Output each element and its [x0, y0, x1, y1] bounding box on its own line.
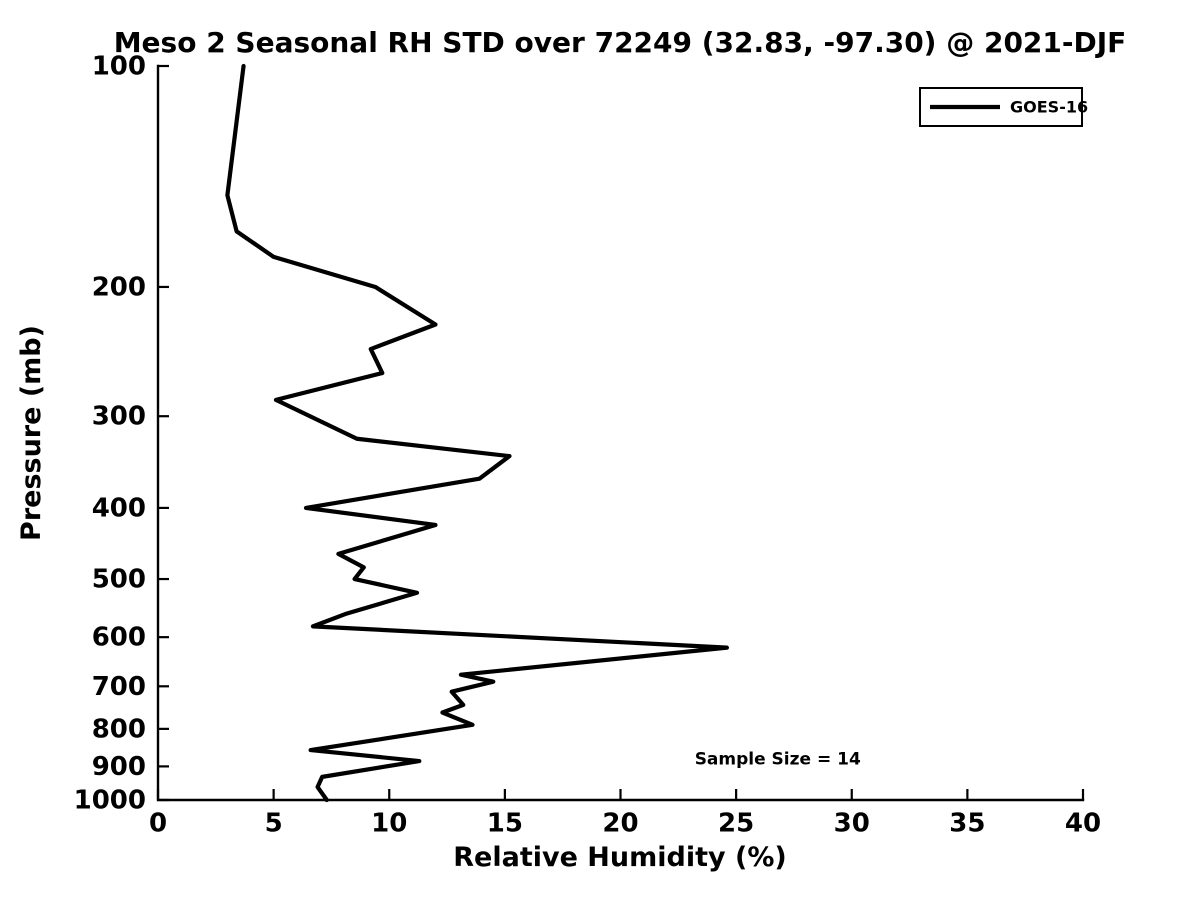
- y-tick-label: 300: [92, 402, 146, 432]
- y-tick-label: 200: [92, 272, 146, 302]
- data-series-group: [225, 63, 729, 803]
- chart-annotations: Sample Size = 14: [695, 749, 861, 769]
- axis-frame: [156, 64, 1085, 802]
- x-tick-label: 40: [1065, 808, 1101, 838]
- x-tick-label: 10: [371, 808, 407, 838]
- page-title: Meso 2 Seasonal RH STD over 72249 (32.83…: [114, 26, 1127, 59]
- x-tick-label: 30: [834, 808, 870, 838]
- chart-legend[interactable]: GOES-16: [919, 87, 1088, 127]
- x-axis-title: Relative Humidity (%): [453, 842, 786, 873]
- y-tick-label: 700: [92, 672, 146, 702]
- y-tick-label: 100: [92, 52, 146, 82]
- x-tick-label: 5: [265, 808, 283, 838]
- sample-size-annotation: Sample Size = 14: [695, 749, 861, 769]
- y-tick-label: 1000: [74, 786, 146, 816]
- x-axis-ticks: 0 5 10 15 20 25 30 35 40: [149, 789, 1101, 838]
- x-tick-label: 35: [949, 808, 985, 838]
- x-tick-label: 20: [602, 808, 638, 838]
- y-tick-label: 800: [92, 714, 146, 744]
- x-tick-label: 0: [149, 808, 167, 838]
- y-axis-title: Pressure (mb): [16, 325, 47, 541]
- x-tick-label: 25: [718, 808, 754, 838]
- y-tick-label: 600: [92, 623, 146, 653]
- y-tick-label: 900: [92, 752, 146, 782]
- legend-label: GOES-16: [1010, 98, 1088, 117]
- y-tick-label: 500: [92, 565, 146, 595]
- series-line-goes-16: [225, 63, 729, 803]
- y-axis-ticks: 100 200 300 400 500 600 700 800 900 1000: [74, 52, 169, 816]
- x-tick-label: 15: [487, 808, 523, 838]
- y-tick-label: 400: [92, 493, 146, 523]
